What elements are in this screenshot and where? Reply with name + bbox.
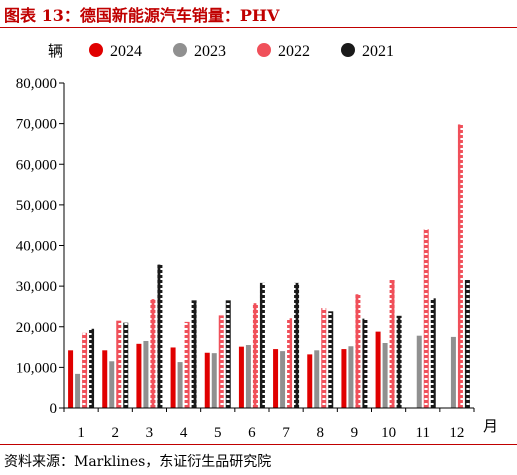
bar-2023 xyxy=(245,345,251,408)
bar-2024 xyxy=(238,346,244,408)
source-rule xyxy=(0,444,517,445)
y-tick-label: 0 xyxy=(50,401,58,417)
y-axis-unit-label: 辆 xyxy=(48,43,63,60)
bar-2022 xyxy=(150,299,156,408)
bar-2023 xyxy=(211,353,217,408)
bar-2024 xyxy=(273,349,279,408)
y-tick-label: 40,000 xyxy=(16,239,57,255)
bar-2021 xyxy=(259,282,265,408)
y-tick-label: 70,000 xyxy=(16,117,57,133)
y-tick-label: 20,000 xyxy=(16,320,57,336)
y-tick-label: 60,000 xyxy=(16,157,57,173)
bar-2022 xyxy=(321,308,327,408)
bar-2022 xyxy=(287,318,293,408)
bar-2024 xyxy=(375,331,381,408)
legend-label: 2021 xyxy=(362,43,394,60)
bars xyxy=(68,124,470,408)
legend-label: 2024 xyxy=(110,43,142,60)
bar-2022 xyxy=(82,332,88,408)
title-rule xyxy=(0,27,517,28)
bar-2024 xyxy=(170,347,176,408)
bar-2023 xyxy=(143,340,149,408)
bar-2023 xyxy=(75,373,81,408)
source-note: 资料来源：Marklines，东证衍生品研究院 xyxy=(4,454,272,470)
figure-title: 图表 13：德国新能源汽车销量：PHV xyxy=(4,6,280,25)
bar-2021 xyxy=(191,300,197,408)
y-tick-label: 10,000 xyxy=(16,360,57,376)
x-axis-unit-label: 月 xyxy=(483,419,498,435)
bar-2022 xyxy=(116,320,122,408)
bar-2022 xyxy=(389,280,395,408)
bar-2022 xyxy=(355,294,361,408)
bar-2021 xyxy=(430,298,436,408)
x-tick-label: 9 xyxy=(351,425,359,441)
x-axis: 1 2 3 4 5 6 7 8 9 10 11 12 xyxy=(63,407,475,441)
x-tick-label: 5 xyxy=(214,425,222,441)
bar-2021 xyxy=(123,322,129,408)
bar-2024 xyxy=(102,350,108,408)
legend-marker-2023 xyxy=(173,43,187,57)
legend: 2024 2023 2022 2021 xyxy=(89,43,394,60)
bar-2022 xyxy=(457,124,463,408)
x-tick-label: 4 xyxy=(180,425,188,441)
legend-marker-2022 xyxy=(257,43,271,57)
bar-2021 xyxy=(89,328,95,408)
y-axis: 0 10,000 20,000 30,000 40,000 50,000 60,000 70,… xyxy=(16,76,65,417)
x-tick-label: 7 xyxy=(282,425,290,441)
legend-marker-2021 xyxy=(341,43,355,57)
x-tick-label: 3 xyxy=(146,425,154,441)
bar-2024 xyxy=(136,343,142,408)
bar-2023 xyxy=(280,351,286,408)
bar-2021 xyxy=(225,300,231,408)
bar-2024 xyxy=(204,352,210,408)
bar-2022 xyxy=(252,303,258,408)
x-tick-label: 1 xyxy=(77,425,85,441)
legend-label: 2022 xyxy=(278,43,310,60)
x-tick-label: 6 xyxy=(248,425,256,441)
bar-2022 xyxy=(218,315,224,408)
x-tick-label: 2 xyxy=(112,425,120,441)
x-tick-label: 10 xyxy=(381,425,396,441)
bar-2023 xyxy=(416,335,422,408)
bar-2023 xyxy=(109,361,115,408)
bar-2023 xyxy=(450,336,456,408)
bar-2023 xyxy=(314,350,320,408)
bar-2021 xyxy=(157,264,163,408)
bar-2022 xyxy=(184,321,190,408)
x-tick-label: 12 xyxy=(449,425,464,441)
bar-2023 xyxy=(177,362,183,408)
y-tick-label: 80,000 xyxy=(16,76,57,92)
y-tick-label: 50,000 xyxy=(16,198,57,214)
y-tick-label: 30,000 xyxy=(16,279,57,295)
bar-2021 xyxy=(362,318,368,408)
bar-2024 xyxy=(307,354,313,408)
bar-2021 xyxy=(328,311,334,408)
bar-2023 xyxy=(382,343,388,408)
legend-marker-2024 xyxy=(89,43,103,57)
bar-2023 xyxy=(348,346,354,408)
bar-2024 xyxy=(341,349,347,408)
x-tick-label: 8 xyxy=(317,425,325,441)
bar-2021 xyxy=(464,280,470,408)
bar-2024 xyxy=(68,350,74,408)
x-tick-label: 11 xyxy=(416,425,430,441)
legend-label: 2023 xyxy=(194,43,226,60)
bar-2021 xyxy=(294,282,300,408)
bar-2021 xyxy=(396,315,402,408)
bar-2022 xyxy=(423,229,429,408)
